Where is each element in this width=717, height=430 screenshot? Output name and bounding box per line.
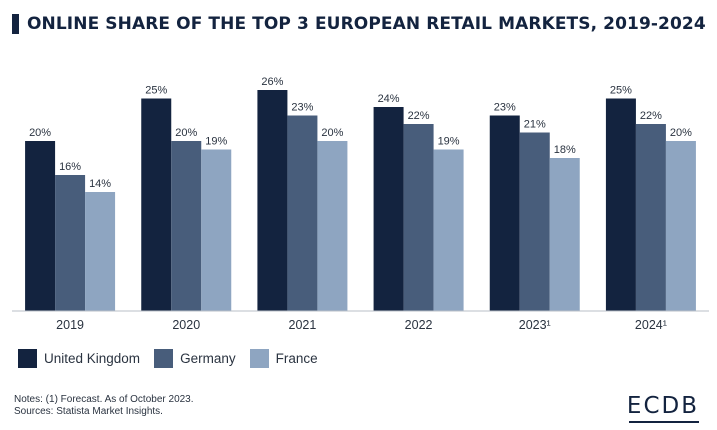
data-label: 22% (408, 110, 430, 122)
data-label: 18% (554, 144, 576, 156)
bar-germany (55, 175, 86, 311)
data-label: 19% (205, 136, 227, 148)
data-label: 25% (145, 85, 167, 97)
bar-germany (403, 124, 434, 311)
title-accent-bar (12, 14, 19, 34)
bar-chart: 20% 16% 14% 2019 25% 20% 19% 2020 26% 23% 20% 2021 2… (12, 76, 709, 332)
bar-germany (519, 132, 550, 311)
data-label: 26% (261, 76, 283, 88)
data-label: 23% (291, 102, 313, 114)
chart-title: ONLINE SHARE OF THE TOP 3 EUROPEAN RETAI… (27, 14, 706, 34)
x-tick-label: 2022 (405, 318, 433, 332)
bar-france (85, 192, 116, 311)
data-label: 20% (670, 127, 692, 139)
bar-united-kingdom (25, 141, 56, 311)
bar-france (201, 149, 232, 311)
legend-item: France (249, 349, 318, 368)
sources-line: Sources: Statista Market Insights. (14, 406, 163, 417)
legend-label: France (275, 351, 318, 366)
bar-france (317, 141, 348, 311)
chart-notes: Notes: (1) Forecast. As of October 2023.… (14, 394, 194, 418)
x-tick-label: 2023¹ (519, 318, 551, 332)
legend-item: United Kingdom (18, 349, 140, 368)
data-label: 14% (89, 178, 111, 190)
bar-france (665, 141, 696, 311)
bar-united-kingdom (141, 98, 172, 311)
data-label: 20% (175, 127, 197, 139)
data-label: 21% (524, 119, 546, 131)
data-label: 19% (438, 136, 460, 148)
x-tick-label: 2024¹ (635, 318, 667, 332)
brand-logo: ECDB (626, 393, 699, 419)
data-label: 23% (494, 102, 516, 114)
bar-united-kingdom (489, 115, 520, 311)
bar-united-kingdom (373, 107, 404, 311)
data-label: 20% (321, 127, 343, 139)
bar-united-kingdom (257, 90, 288, 311)
data-label: 22% (640, 110, 662, 122)
legend-swatch (249, 349, 269, 368)
bar-germany (171, 141, 202, 311)
bar-france (549, 158, 580, 311)
legend-swatch (154, 349, 174, 368)
bar-united-kingdom (605, 98, 636, 311)
x-tick-label: 2020 (172, 318, 200, 332)
notes-line: Notes: (1) Forecast. As of October 2023. (14, 394, 194, 405)
legend-label: United Kingdom (44, 351, 141, 366)
legend-swatch (18, 349, 37, 368)
data-label: 25% (610, 85, 632, 97)
legend-label: Germany (180, 351, 236, 366)
brand-underline (629, 421, 699, 423)
x-tick-label: 2019 (56, 318, 84, 332)
bar-germany (287, 115, 318, 311)
data-label: 20% (29, 127, 51, 139)
chart-legend: United Kingdom Germany France (18, 349, 332, 368)
bar-germany (635, 124, 666, 311)
x-tick-label: 2021 (289, 318, 317, 332)
legend-item: Germany (154, 349, 236, 368)
data-label: 24% (378, 93, 400, 105)
bar-france (433, 149, 464, 311)
data-label: 16% (59, 161, 81, 173)
chart-title-block: ONLINE SHARE OF THE TOP 3 EUROPEAN RETAI… (12, 13, 706, 35)
